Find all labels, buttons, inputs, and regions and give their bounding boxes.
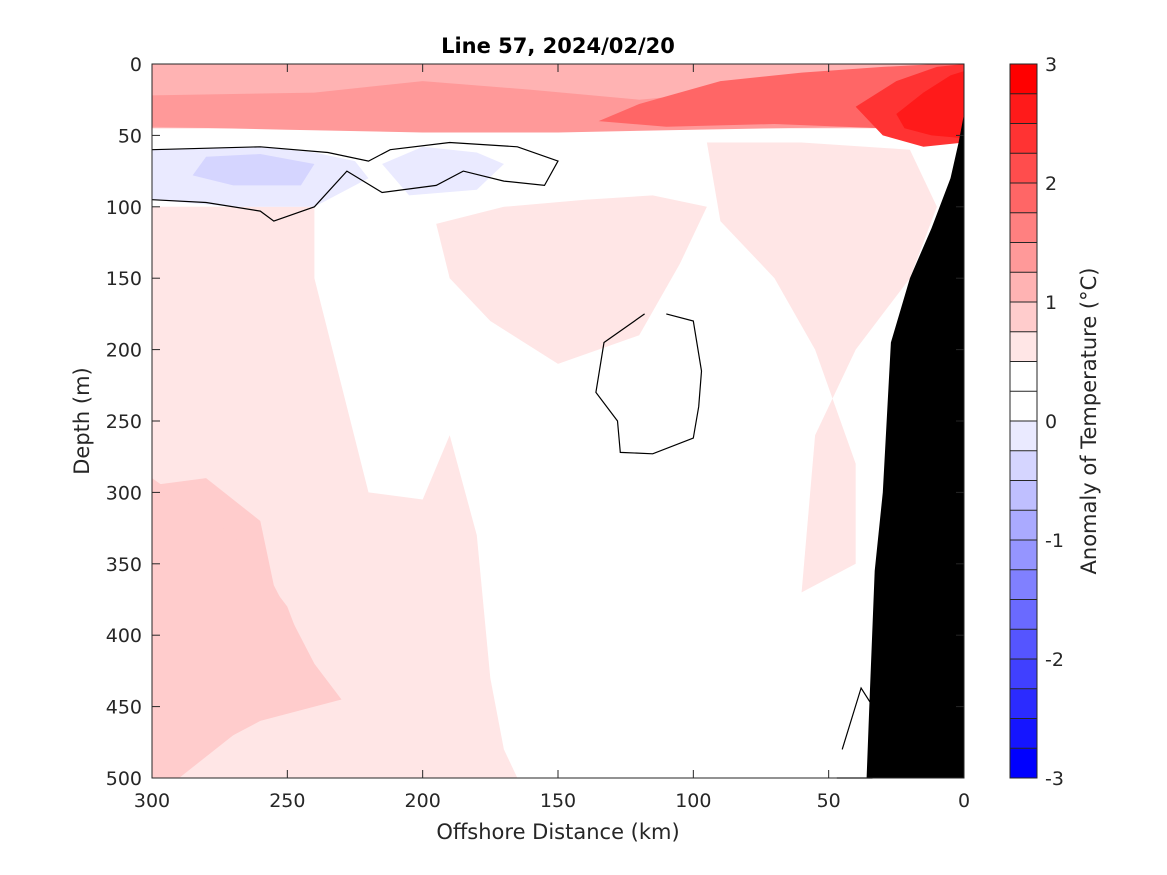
- contour-region: [382, 146, 504, 196]
- contour-region: [896, 71, 964, 139]
- colorbar-segment: [1010, 64, 1037, 95]
- colorbar-segment: [1010, 391, 1037, 422]
- y-tick-label: 400: [106, 625, 142, 647]
- colorbar-segment: [1010, 599, 1037, 630]
- seafloor: [866, 114, 964, 778]
- colorbar-segment: [1010, 540, 1037, 571]
- x-tick-label: 200: [405, 790, 441, 812]
- colorbar-segment: [1010, 421, 1037, 452]
- y-tick-label: 0: [130, 54, 142, 76]
- bathymetry: [866, 114, 964, 778]
- colorbar-tick-label: 2: [1045, 173, 1057, 195]
- y-axis-label: Depth (m): [70, 367, 94, 474]
- x-axis-label: Offshore Distance (km): [436, 820, 679, 844]
- colorbar-segment: [1010, 659, 1037, 690]
- colorbar-segment: [1010, 569, 1037, 600]
- colorbar-tick-label: -3: [1045, 768, 1064, 790]
- x-tick-label: 150: [540, 790, 576, 812]
- colorbar-segment: [1010, 510, 1037, 541]
- y-tick-label: 300: [106, 482, 142, 504]
- x-tick-label: 250: [269, 790, 305, 812]
- colorbar: 3 2 1 0 -1 -2 -3: [1009, 54, 1064, 790]
- x-tick-label: 100: [675, 790, 711, 812]
- y-tick-label: 450: [106, 697, 142, 719]
- colorbar-label: Anomaly of Temperature (°C): [1077, 268, 1101, 575]
- colorbar-frame: [1009, 63, 1038, 779]
- colorbar-tick-label: 0: [1045, 411, 1057, 433]
- contour-region: [436, 195, 707, 364]
- colorbar-segment: [1010, 153, 1037, 184]
- colorbar-segment: [1010, 629, 1037, 660]
- y-tick-label: 150: [106, 268, 142, 290]
- colorbar-tick-label: -1: [1045, 530, 1064, 552]
- colorbar-segment: [1010, 331, 1037, 362]
- y-tick-label: 350: [106, 554, 142, 576]
- colorbar-segment: [1010, 183, 1037, 214]
- y-tick-label: 500: [106, 768, 142, 790]
- contour-region: [152, 478, 315, 778]
- colorbar-segment: [1010, 93, 1037, 124]
- contour-region: [706, 142, 937, 593]
- colorbar-tick-label: -2: [1045, 649, 1064, 671]
- y-tick-label: 200: [106, 340, 142, 362]
- zero-contour: [151, 141, 559, 222]
- colorbar-segment: [1010, 450, 1037, 481]
- colorbar-segment: [1010, 688, 1037, 719]
- contour-region: [192, 154, 315, 186]
- colorbar-segment: [1010, 242, 1037, 273]
- axes: 300 250 200 150 100 50 00501001502002503003504…: [106, 54, 970, 812]
- x-tick-label: 0: [958, 790, 970, 812]
- plot-area: [152, 64, 964, 779]
- colorbar-segment: [1010, 480, 1037, 511]
- colorbar-segment: [1010, 748, 1037, 779]
- zero-contour: [595, 313, 703, 455]
- colorbar-tick-label: 3: [1045, 54, 1057, 76]
- colorbar-segment: [1010, 272, 1037, 303]
- colorbar-segment: [1010, 302, 1037, 333]
- colorbar-tick-label: 1: [1045, 292, 1057, 314]
- colorbar-segment: [1010, 212, 1037, 243]
- colorbar-segment: [1010, 123, 1037, 154]
- x-tick-label: 50: [817, 790, 841, 812]
- y-tick-label: 250: [106, 411, 142, 433]
- y-tick-label: 50: [118, 125, 142, 147]
- colorbar-segment: [1010, 718, 1037, 749]
- colorbar-segment: [1010, 361, 1037, 392]
- y-tick-label: 100: [106, 197, 142, 219]
- chart-title: Line 57, 2024/02/20: [441, 34, 675, 58]
- x-tick-label: 300: [134, 790, 170, 812]
